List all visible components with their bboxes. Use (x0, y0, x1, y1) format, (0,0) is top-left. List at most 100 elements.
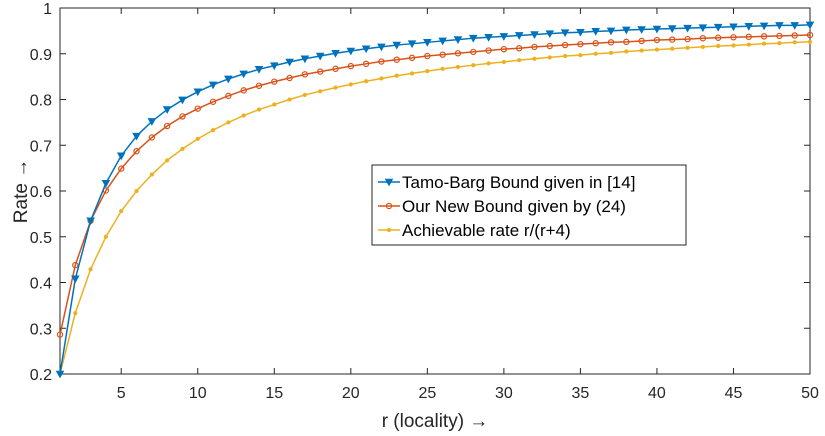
data-point (499, 33, 509, 41)
data-point (209, 98, 217, 105)
data-point (164, 158, 170, 163)
legend-item: Tamo-Barg Bound given in [14] (378, 173, 635, 192)
y-tick-label: 0.5 (30, 230, 52, 247)
data-point (149, 172, 154, 177)
data-point (179, 113, 186, 120)
data-point (731, 43, 736, 48)
data-point (714, 34, 722, 41)
data-point (517, 58, 522, 63)
data-point (532, 56, 537, 61)
y-tick-label: 0.6 (30, 184, 52, 201)
data-point (806, 31, 814, 39)
data-point (333, 85, 338, 90)
data-point (101, 179, 111, 188)
data-point (272, 102, 277, 107)
data-point (805, 21, 815, 30)
data-point (759, 22, 769, 31)
y-tick-label: 1 (43, 1, 52, 18)
data-point (637, 26, 646, 34)
series-2 (57, 39, 813, 377)
series-1 (56, 31, 814, 338)
data-point (652, 25, 662, 34)
data-point (254, 66, 264, 74)
data-point (86, 217, 95, 226)
data-point (361, 45, 371, 54)
data-point (790, 22, 799, 30)
data-point (530, 31, 539, 39)
data-point (287, 97, 292, 102)
data-point (485, 47, 492, 54)
data-point (163, 122, 171, 130)
data-point (270, 62, 279, 71)
data-point (546, 42, 553, 50)
legend: Tamo-Barg Bound given in [14] Our New Bou… (371, 164, 687, 246)
legend-items: Tamo-Barg Bound given in [14] Our New Bou… (378, 173, 635, 240)
data-point (285, 58, 294, 67)
data-point (194, 105, 201, 112)
data-point (240, 87, 247, 94)
data-point (560, 29, 570, 38)
x-tick-label: 50 (801, 385, 819, 402)
data-point (777, 41, 782, 46)
data-point (700, 44, 706, 50)
data-point (670, 46, 675, 51)
data-point (286, 74, 293, 82)
data-point (761, 41, 767, 46)
data-point (639, 48, 644, 53)
data-point (501, 59, 507, 65)
data-point (531, 43, 538, 51)
legend-label: Our New Bound given by (24) (402, 197, 626, 216)
series-0 (55, 21, 815, 379)
data-point (622, 26, 631, 35)
data-point (384, 178, 394, 187)
data-point (608, 50, 614, 55)
legend-label: Achievable rate r/(r+4) (402, 221, 571, 240)
data-point (775, 22, 784, 30)
data-point (346, 47, 356, 56)
data-point (162, 106, 172, 114)
data-point (744, 23, 754, 31)
data-point (362, 60, 370, 68)
data-point (317, 68, 324, 75)
data-point (593, 51, 598, 56)
data-point (500, 45, 508, 53)
data-point (71, 275, 80, 284)
data-point (745, 33, 752, 41)
x-tick-label: 5 (117, 385, 126, 402)
data-point (562, 53, 568, 59)
data-point (56, 331, 64, 338)
data-point (55, 370, 65, 379)
data-point (623, 38, 630, 46)
data-point (454, 50, 462, 57)
data-point (638, 37, 645, 45)
data-point (195, 136, 200, 141)
data-point (386, 227, 392, 233)
data-point (377, 43, 386, 52)
data-point (180, 146, 185, 152)
data-point (147, 118, 157, 126)
data-point (515, 45, 523, 52)
x-tick-label: 30 (495, 385, 513, 402)
x-tick-label: 45 (725, 385, 743, 402)
y-axis-label: Rate → (11, 159, 32, 223)
data-point (393, 56, 400, 63)
data-point (409, 71, 415, 76)
data-point (239, 70, 248, 79)
data-point (385, 202, 393, 210)
data-point (683, 24, 692, 33)
y-tick-label: 0.3 (30, 321, 52, 338)
data-point (545, 30, 555, 39)
data-point (348, 82, 353, 87)
data-point (440, 66, 445, 71)
legend-item: Our New Bound given by (24) (378, 197, 626, 216)
data-point (256, 107, 262, 112)
data-point (72, 261, 79, 269)
data-point (392, 41, 402, 50)
data-point (103, 234, 109, 239)
data-point (331, 50, 340, 58)
data-point (301, 71, 309, 78)
x-tick-label: 10 (189, 385, 207, 402)
data-point (684, 35, 691, 43)
data-point (225, 92, 232, 100)
